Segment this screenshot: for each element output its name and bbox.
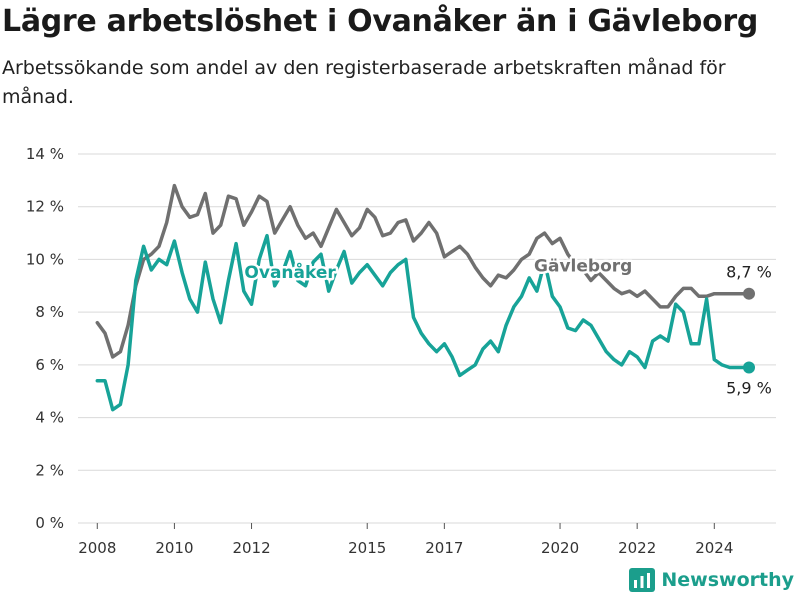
y-tick-label: 2 % [35, 461, 64, 479]
y-tick-label: 8 % [35, 303, 64, 321]
y-tick-label: 12 % [26, 198, 64, 216]
series-name-label: Gävleborg [534, 256, 632, 276]
series-lines [95, 183, 751, 412]
x-tick-label: 2012 [232, 539, 270, 557]
chart-title: Lägre arbetslöshet i Ovanåker än i Gävle… [2, 4, 759, 39]
chart-subtitle: Arbetssökande som andel av den registerb… [2, 57, 726, 108]
x-tick-label: 2008 [78, 539, 116, 557]
x-axis-ticks: 2008 2010 2012 2015 2017 2020 2022 2024 [78, 523, 733, 557]
series-labels: Gävleborg Ovanåker [242, 254, 635, 286]
end-markers: 8,7 % 5,9 % [724, 261, 774, 400]
end-value-label: 5,9 % [726, 378, 772, 397]
x-tick-label: 2024 [695, 539, 733, 557]
x-tick-label: 2020 [541, 539, 579, 557]
x-tick-label: 2015 [348, 539, 386, 557]
x-tick-label: 2017 [425, 539, 463, 557]
y-tick-label: 14 % [26, 145, 64, 163]
y-tick-label: 4 % [35, 409, 64, 427]
brand-logo: Newsworthy [629, 568, 794, 592]
end-point-marker [743, 287, 756, 300]
y-tick-label: 6 % [35, 356, 64, 374]
brand-name: Newsworthy [661, 569, 794, 591]
y-tick-label: 10 % [26, 250, 64, 268]
x-tick-label: 2022 [618, 539, 656, 557]
y-tick-label: 0 % [35, 514, 64, 532]
end-value-label: 8,7 % [726, 263, 772, 282]
y-axis-ticks: 0 % 2 % 4 % 6 % 8 % 10 % 12 % 14 % [26, 145, 64, 532]
x-tick-label: 2010 [155, 539, 193, 557]
newsworthy-bar-chart-icon [629, 568, 656, 592]
series-name-label: Ovanåker [244, 261, 336, 283]
grid-lines [78, 153, 776, 524]
series-line-ovanaker [95, 233, 751, 412]
end-point-marker [743, 361, 756, 374]
series-line-gavleborg [95, 183, 751, 359]
